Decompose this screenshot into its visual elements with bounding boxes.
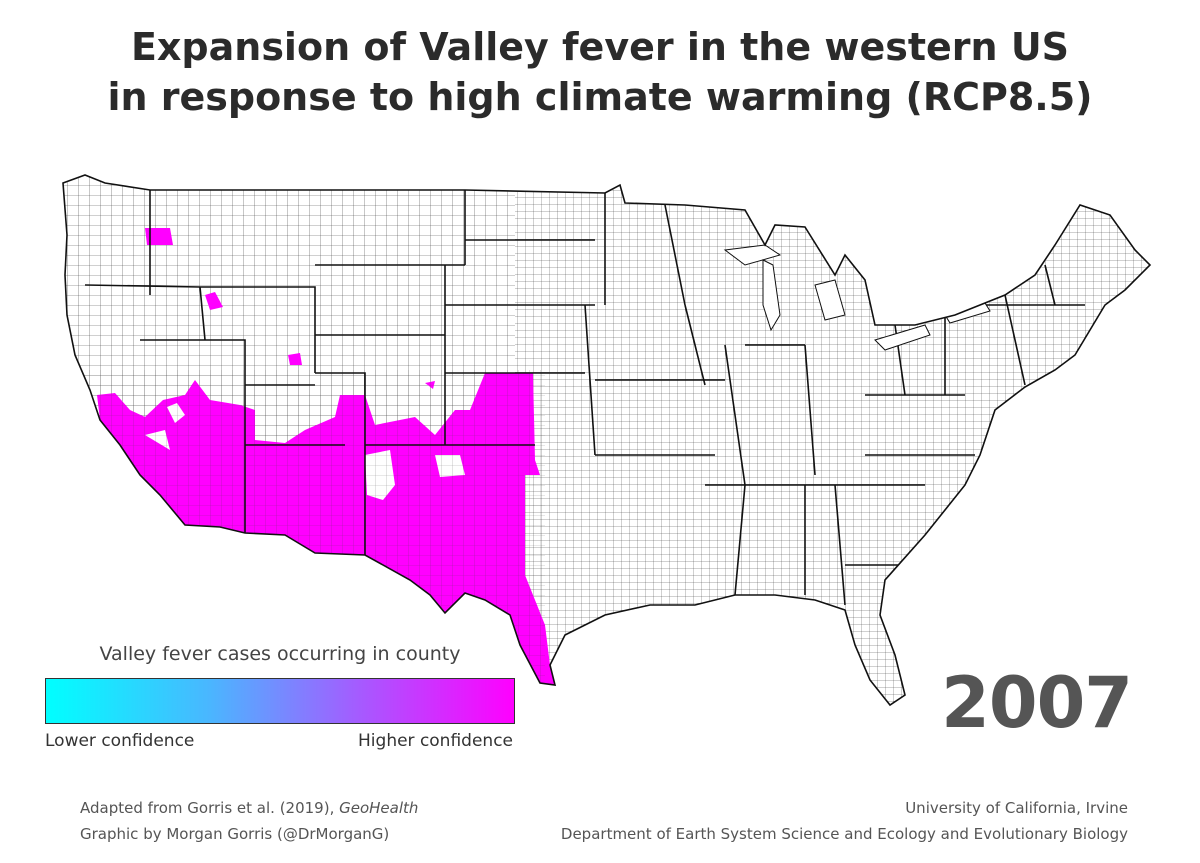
map-title: Expansion of Valley fever in the western… (0, 22, 1200, 122)
graphic-credit: Graphic by Morgan Gorris (@DrMorganG) (80, 825, 390, 843)
legend-title: Valley fever cases occurring in county (99, 643, 461, 665)
title-line-1: Expansion of Valley fever in the western… (130, 25, 1070, 69)
source-prefix: Adapted from Gorris et al. (2019), (80, 799, 340, 817)
legend-high-label: Higher confidence (358, 731, 513, 751)
great-lakes (723, 244, 991, 351)
legend-low-label: Lower confidence (45, 731, 195, 751)
institution: University of California, Irvine (905, 799, 1128, 817)
us-county-map (62, 174, 1151, 706)
legend-color-bar (45, 678, 515, 724)
state-borders (84, 190, 1085, 606)
source-credit: Adapted from Gorris et al. (2019), GeoHe… (80, 795, 418, 821)
source-journal: GeoHealth (339, 799, 419, 817)
credits-left: Adapted from Gorris et al. (2019), GeoHe… (80, 795, 418, 847)
credits-right: University of California, Irvine Departm… (561, 795, 1128, 847)
county-layer (63, 175, 1150, 705)
title-line-2: in response to high climate warming (RCP… (107, 75, 1093, 119)
department: Department of Earth System Science and E… (560, 825, 1128, 843)
year-label: 2007 (941, 662, 1133, 744)
